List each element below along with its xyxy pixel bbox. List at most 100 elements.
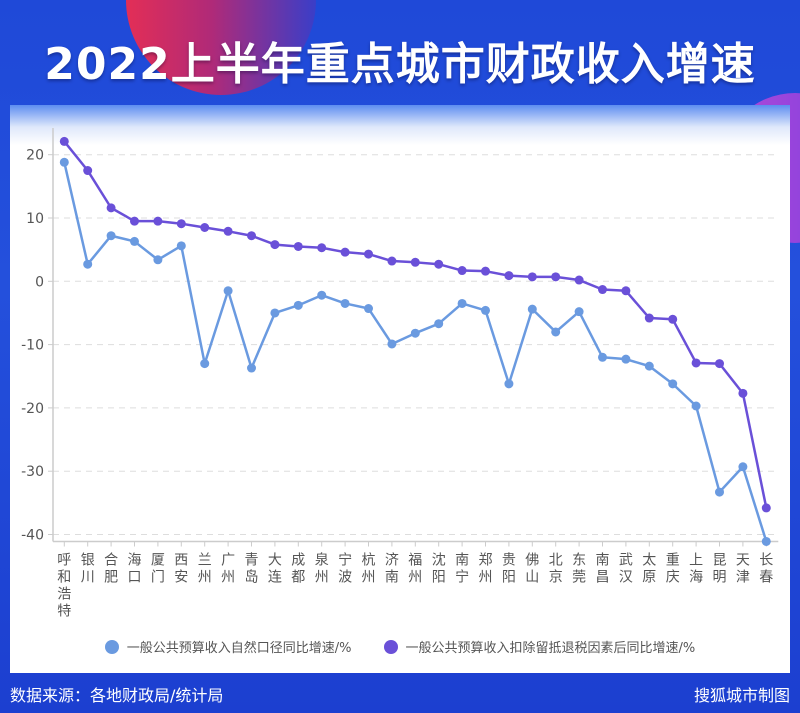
legend-label-natural: 一般公共预算收入自然口径同比增速/% [126, 641, 352, 656]
x-tick-label: 重 [666, 553, 680, 569]
x-tick-label: 合 [104, 553, 118, 569]
series-natural-point [715, 487, 724, 497]
x-tick-label: 阳 [502, 570, 516, 586]
series-natural-point [130, 236, 139, 246]
x-tick-label: 厦 [151, 553, 165, 569]
series-natural-point [598, 352, 607, 362]
series-natural-line [63, 162, 768, 542]
series-adjusted-point [715, 359, 724, 369]
chart-panel [10, 105, 790, 673]
x-tick-label: 东 [572, 553, 586, 569]
legend-item-natural[interactable]: 一般公共预算收入自然口径同比增速/% [104, 637, 352, 656]
x-tick-label: 银 [81, 553, 95, 569]
credit: 搜狐城市制图 [693, 686, 790, 705]
x-tick-label: 泉 [315, 552, 329, 569]
x-tick-label: 连 [268, 570, 282, 586]
series-adjusted-line [63, 140, 768, 509]
x-tick-label: 南 [596, 553, 610, 569]
series-natural-point [457, 298, 467, 308]
series-natural-point [527, 304, 537, 314]
x-tick-label: 州 [362, 570, 376, 586]
series-natural-point [59, 157, 69, 167]
y-tick-label: -10 [21, 338, 44, 354]
series-adjusted-point [270, 240, 280, 250]
series-adjusted-point [527, 272, 537, 282]
series-adjusted-point [200, 222, 210, 232]
x-tick-label: 口 [128, 570, 142, 586]
legend: 一般公共预算收入自然口径同比增速/% 一般公共预算收入扣除留抵退税因素后同比增速… [0, 637, 800, 656]
x-tick-label: 昌 [596, 570, 610, 586]
y-tick-label: -20 [21, 401, 44, 417]
x-tick-label: 汉 [619, 570, 633, 586]
x-tick-label: 上 [689, 553, 703, 569]
data-source: 数据来源：各地财政局/统计局 [10, 686, 224, 705]
series-natural-point [574, 307, 584, 317]
x-tick-label: 昆 [713, 553, 727, 569]
series-adjusted-point [574, 275, 584, 285]
series-natural-point [668, 379, 678, 389]
x-tick-label: 波 [338, 570, 352, 586]
x-tick-label: 佛 [525, 553, 539, 569]
series-natural-point [293, 300, 303, 310]
y-tick-label: 10 [26, 211, 44, 227]
series-natural-point [176, 241, 186, 251]
series-adjusted-point [364, 249, 373, 259]
x-tick-label: 明 [713, 570, 727, 586]
x-tick-label: 庆 [666, 570, 680, 586]
series-adjusted-point [551, 272, 561, 282]
x-tick-label: 南 [385, 570, 399, 586]
series-adjusted-point [761, 503, 771, 513]
x-tick-label: 川 [81, 570, 95, 586]
series-adjusted-point [598, 285, 607, 295]
x-tick-label: 山 [525, 570, 539, 586]
y-tick-label: 0 [35, 274, 44, 290]
y-tick-label: 20 [26, 148, 44, 164]
series-adjusted-point [247, 231, 256, 241]
series-natural-point [504, 379, 514, 389]
x-tick-label: 州 [198, 570, 212, 586]
x-tick-label: 海 [128, 553, 142, 569]
series-natural-point [270, 308, 280, 318]
x-tick-label: 海 [689, 570, 703, 586]
x-tick-label: 沈 [432, 553, 446, 569]
legend-item-adjusted[interactable]: 一般公共预算收入扣除留抵退税因素后同比增速/% [383, 637, 695, 656]
series-natural-point [317, 290, 327, 300]
series-natural-point [481, 305, 490, 315]
series-natural-point [200, 359, 210, 369]
series-natural-point [434, 319, 444, 329]
x-tick-label: 郑 [479, 553, 493, 569]
x-tick-label: 兰 [198, 553, 212, 569]
x-tick-label: 特 [57, 604, 71, 620]
legend-dot-natural-icon [104, 639, 119, 654]
x-tick-label: 太 [642, 553, 656, 569]
y-tick-label: -30 [21, 464, 44, 480]
x-tick-label: 都 [291, 570, 305, 586]
x-tick-label: 天 [736, 553, 750, 569]
series-adjusted-point [410, 257, 420, 267]
series-natural-point [364, 304, 373, 314]
series-adjusted-point [83, 166, 93, 176]
x-tick-label: 北 [549, 553, 563, 569]
x-tick-label: 州 [479, 570, 493, 586]
x-tick-label: 原 [642, 570, 656, 586]
series-adjusted-point [621, 286, 631, 296]
series-adjusted-point [457, 266, 467, 276]
series-natural-point [551, 327, 561, 337]
x-tick-label: 津 [736, 570, 750, 586]
series-adjusted-point [317, 243, 327, 253]
x-tick-label: 青 [245, 553, 259, 569]
series-natural-point [340, 298, 350, 308]
series-natural-point [153, 255, 163, 265]
y-tick-label: -40 [21, 528, 44, 544]
x-tick-label: 福 [408, 553, 422, 569]
x-tick-label: 济 [385, 553, 399, 569]
series-adjusted-point [387, 256, 397, 266]
series-adjusted-point [481, 266, 490, 276]
series-adjusted-point [644, 313, 654, 323]
x-tick-label: 肥 [104, 570, 118, 586]
series-natural-point [644, 361, 654, 371]
series-natural-point [247, 363, 256, 373]
series-natural-point [387, 339, 397, 349]
x-tick-label: 宁 [455, 569, 469, 586]
